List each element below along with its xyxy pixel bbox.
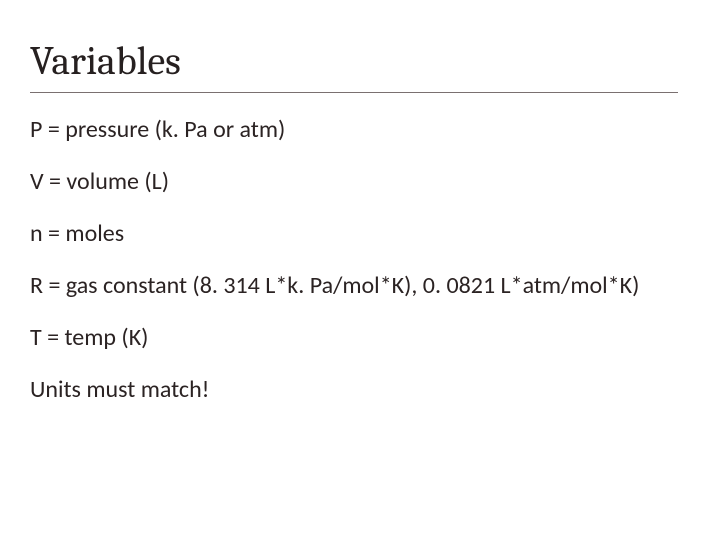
list-item: R = gas constant (8. 314 L*k. Pa/mol*K),… — [30, 271, 678, 301]
list-item: P = pressure (k. Pa or atm) — [30, 115, 678, 145]
list-item: T = temp (K) — [30, 323, 678, 353]
slide: Variables P = pressure (k. Pa or atm) V … — [0, 0, 720, 540]
list-item: Units must match! — [30, 375, 678, 405]
slide-title: Variables — [30, 38, 678, 86]
list-item: n = moles — [30, 219, 678, 249]
variable-list: P = pressure (k. Pa or atm) V = volume (… — [30, 115, 678, 405]
title-underline — [30, 92, 678, 93]
list-item: V = volume (L) — [30, 167, 678, 197]
